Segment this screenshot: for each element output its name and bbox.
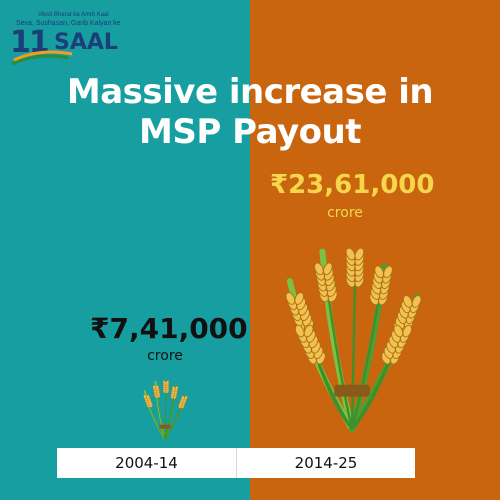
logo-11-saal: Viksit Bharat ka Amrit Kaal Seva, Sushas… <box>8 8 128 70</box>
wheat-stalk <box>143 394 166 440</box>
wheat-stalk <box>350 265 393 430</box>
logo-tagline: Seva, Sushasan, Garib Kalyan ke <box>16 20 121 27</box>
wheat-stalk <box>162 380 169 440</box>
wheat-stalk <box>164 395 188 440</box>
chart-title-line-1: Massive increase in <box>66 72 434 112</box>
wheat-stalk <box>314 262 354 430</box>
wheat-stalk <box>152 385 166 440</box>
wheat-stalk <box>351 324 413 431</box>
chart-title: Massive increase in MSP Payout <box>0 72 500 152</box>
right-panel <box>250 0 500 500</box>
unit-label-2004-14: crore <box>147 348 183 364</box>
logo-swoosh-icon <box>11 50 73 66</box>
logo-tagline-top: Viksit Bharat ka Amrit Kaal <box>38 12 109 18</box>
value-label-2004-14: ₹7,41,000 <box>90 312 248 345</box>
category-label-2004-14: 2004-14 <box>57 448 237 478</box>
wheat-stalk <box>164 386 179 440</box>
logo-word: SAAL <box>54 30 118 55</box>
unit-label-2014-25: crore <box>327 205 363 221</box>
value-label-2014-25: ₹23,61,000 <box>270 170 435 200</box>
chart-title-line-2: MSP Payout <box>139 112 361 152</box>
wheat-bundle-small-icon <box>143 380 188 441</box>
category-label-2014-25: 2014-25 <box>294 454 358 472</box>
wheat-binding <box>159 424 171 429</box>
wheat-binding <box>334 384 370 397</box>
wheat-stalk <box>294 324 353 430</box>
left-panel <box>0 0 250 500</box>
wheat-stalk <box>345 247 365 430</box>
wheat-bundle-large-icon <box>285 247 422 433</box>
category-label-bar: 2004-14 2014-25 <box>57 448 415 478</box>
